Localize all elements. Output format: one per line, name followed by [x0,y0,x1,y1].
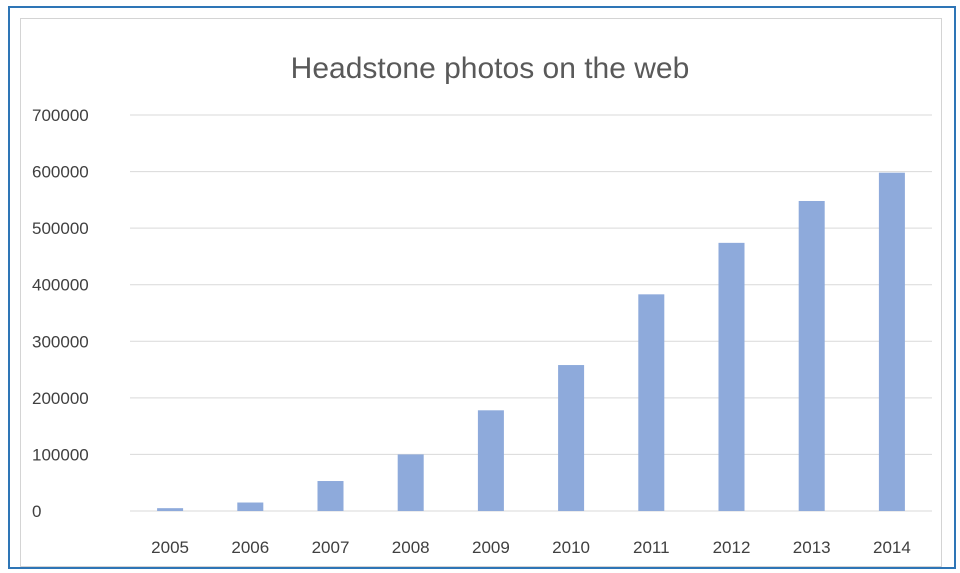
x-tick-label: 2005 [151,538,189,557]
bar-2007 [317,481,344,511]
bar-2014 [878,172,905,511]
x-tick-label: 2010 [552,538,590,557]
x-tick-label: 2006 [231,538,269,557]
x-tick-label: 2014 [873,538,911,557]
y-tick-label: 700000 [32,106,89,125]
y-tick-label: 400000 [32,276,89,295]
x-tick-label: 2011 [633,538,670,557]
y-tick-label: 200000 [32,389,89,408]
x-tick-label: 2009 [472,538,510,557]
y-axis-tick-labels: 0 100000 200000 300000 400000 500000 600000 700… [32,106,89,521]
bar-2010 [558,365,585,511]
bar-2012 [718,242,745,511]
bar-2011 [638,294,665,511]
x-tick-label: 2007 [312,538,350,557]
bars [157,172,905,511]
y-tick-label: 300000 [32,332,89,351]
x-tick-label: 2013 [793,538,831,557]
bar-2006 [237,502,264,511]
x-axis-tick-labels: 2005 2006 2007 2008 2009 2010 2011 2012 2013 2014 [151,538,911,557]
bar-2009 [477,410,504,511]
bar-2013 [798,200,825,511]
gridlines [130,114,932,512]
x-tick-label: 2008 [392,538,430,557]
y-tick-label: 600000 [32,163,89,182]
bar-2008 [397,454,424,511]
chart-title: Headstone photos on the web [291,52,690,85]
y-tick-label: 100000 [32,445,89,464]
y-tick-label: 500000 [32,219,89,238]
y-tick-label: 0 [32,502,41,521]
bar-2005 [157,508,184,511]
x-tick-label: 2012 [713,538,751,557]
